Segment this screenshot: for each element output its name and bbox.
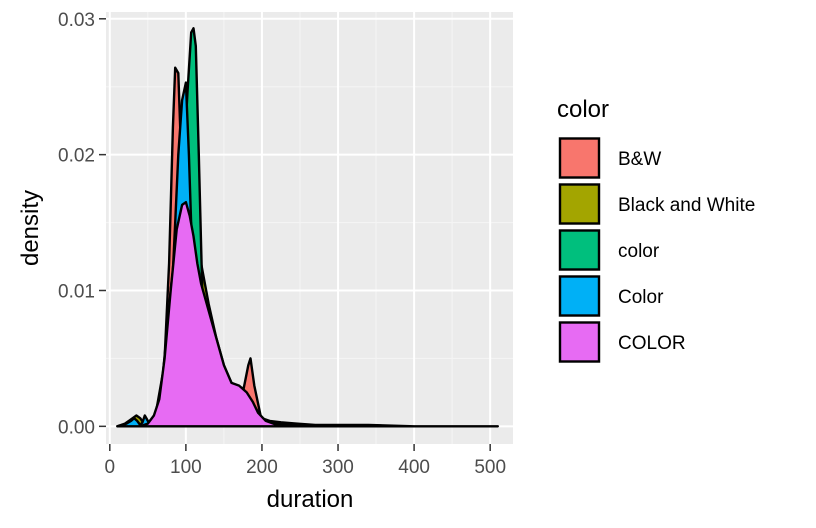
y-axis-title: density [17, 190, 44, 266]
legend-label-color: COLOR [618, 333, 686, 354]
legend-title: color [557, 96, 609, 123]
y-tick-labels: 0.00 0.01 0.02 0.03 [58, 10, 95, 439]
x-tick-label: 0 [105, 457, 116, 478]
x-tick-label: 200 [246, 457, 278, 478]
legend-label-black-and-white: Black and White [618, 195, 755, 216]
y-tick-label: 0.00 [58, 417, 95, 438]
x-tick-label: 400 [398, 457, 430, 478]
x-tick-label: 500 [474, 457, 506, 478]
legend-label-color: Color [618, 287, 664, 308]
legend: color B&W Black and White color Color COLOR [557, 96, 755, 363]
legend-swatch-b-w [558, 137, 601, 179]
density-areas [116, 27, 499, 428]
legend-swatch-color [558, 321, 601, 363]
x-tick-label: 100 [170, 457, 202, 478]
legend-label-color: color [618, 241, 660, 262]
y-tick-label: 0.01 [58, 281, 95, 302]
x-tick-labels: 0 100 200 300 400 500 [105, 457, 507, 478]
legend-swatch-color [558, 275, 601, 317]
legend-items: B&W Black and White color Color COLOR [558, 137, 755, 363]
x-tick-label: 300 [322, 457, 354, 478]
axis-ticks [99, 18, 491, 451]
legend-swatch-color [558, 229, 601, 271]
y-tick-label: 0.03 [58, 10, 95, 31]
x-axis-title: duration [267, 486, 354, 513]
y-tick-label: 0.02 [58, 146, 95, 167]
legend-label-b-w: B&W [618, 149, 661, 170]
legend-swatch-black-and-white [558, 183, 601, 225]
density-area-color [139, 201, 294, 428]
